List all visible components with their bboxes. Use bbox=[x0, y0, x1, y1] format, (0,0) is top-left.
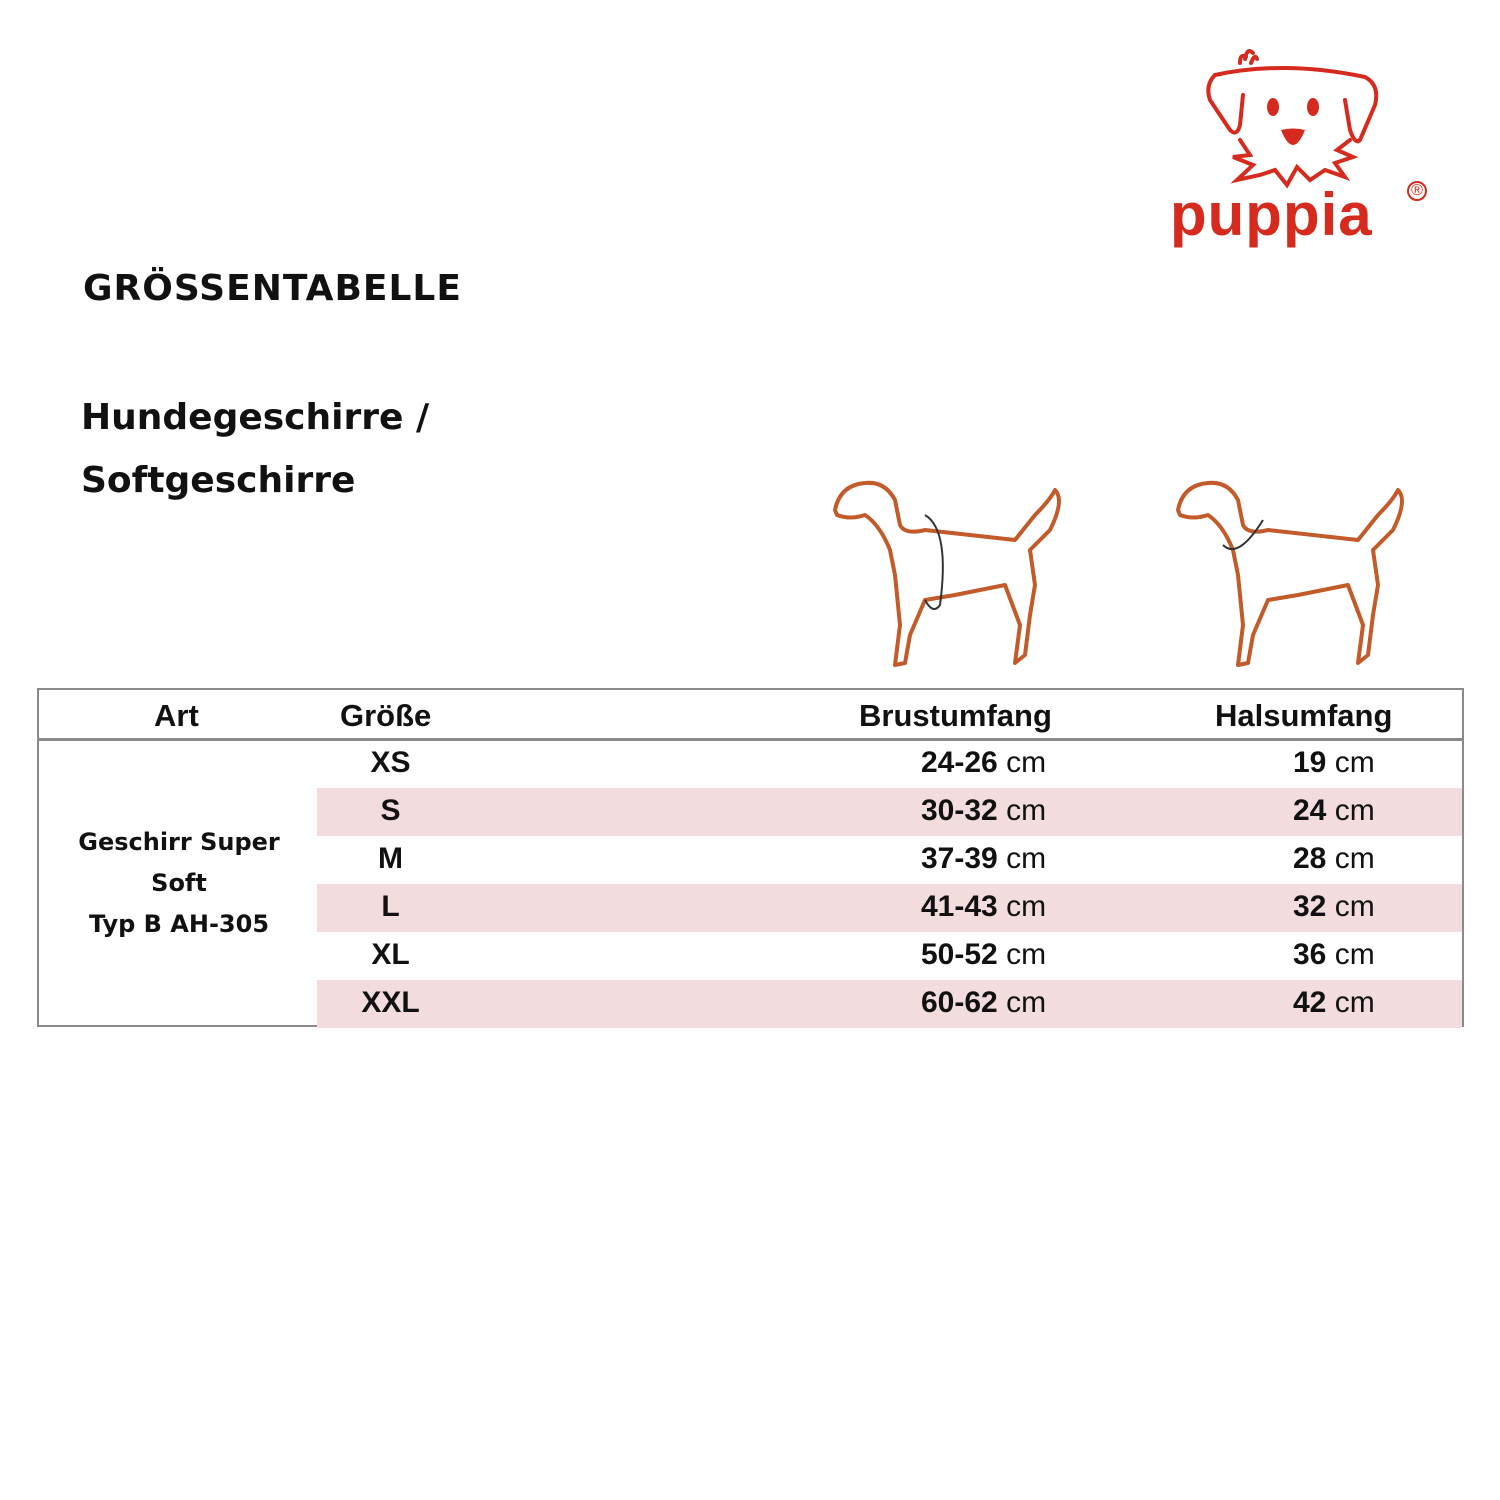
size-cell: XXL bbox=[361, 986, 420, 1019]
neck-cell: 24 cm bbox=[1293, 794, 1375, 827]
chest-cell: 24-26 cm bbox=[921, 746, 1047, 779]
size-cell: XL bbox=[371, 938, 410, 971]
dog-neck-measure-icon bbox=[1176, 480, 1404, 667]
table-row: XS 24-26 cm 19 cm bbox=[317, 740, 1462, 788]
header-art: Art bbox=[154, 698, 199, 733]
chest-cell: 30-32 cm bbox=[921, 794, 1047, 827]
chest-cell: 41-43 cm bbox=[921, 890, 1047, 923]
header-chest: Brustumfang bbox=[859, 698, 1052, 733]
chest-cell: 37-39 cm bbox=[921, 842, 1047, 875]
size-cell: XS bbox=[370, 746, 411, 779]
table-row: XXL 60-62 cm 42 cm bbox=[317, 980, 1462, 1028]
product-line-2: Soft bbox=[151, 869, 207, 897]
brand-name: puppia bbox=[1170, 181, 1373, 248]
neck-cell: 28 cm bbox=[1293, 842, 1375, 875]
dog-chest-measure-icon bbox=[833, 480, 1061, 667]
table-row: S 30-32 cm 24 cm bbox=[317, 788, 1462, 836]
subtitle-line-1: Hundegeschirre / bbox=[81, 397, 430, 438]
chest-cell: 50-52 cm bbox=[921, 938, 1047, 971]
table-row: M 37-39 cm 28 cm bbox=[317, 836, 1462, 884]
page-title: GRÖSSENTABELLE bbox=[83, 268, 462, 309]
neck-cell: 42 cm bbox=[1293, 986, 1375, 1019]
header-neck: Halsumfang bbox=[1215, 698, 1393, 733]
table-header: Art Größe Brustumfang Halsumfang bbox=[39, 690, 1462, 741]
neck-cell: 36 cm bbox=[1293, 938, 1375, 971]
size-table: Art Größe Brustumfang Halsumfang Geschir… bbox=[37, 688, 1464, 1028]
size-cell: S bbox=[380, 794, 401, 827]
header-size: Größe bbox=[340, 698, 432, 733]
puppia-dog-logo-icon bbox=[1206, 49, 1379, 189]
size-cell: M bbox=[378, 842, 403, 875]
neck-cell: 19 cm bbox=[1293, 746, 1375, 779]
size-cell: L bbox=[381, 890, 400, 923]
chest-cell: 60-62 cm bbox=[921, 986, 1047, 1019]
subtitle-line-2: Softgeschirre bbox=[81, 460, 356, 501]
table-row: XL 50-52 cm 36 cm bbox=[317, 932, 1462, 980]
product-line-1: Geschirr Super bbox=[78, 828, 280, 856]
product-type: Geschirr Super Soft Typ B AH-305 bbox=[59, 822, 299, 945]
neck-cell: 32 cm bbox=[1293, 890, 1375, 923]
table-row: L 41-43 cm 32 cm bbox=[317, 884, 1462, 932]
registered-mark: ® bbox=[1407, 181, 1427, 201]
product-line-3: Typ B AH-305 bbox=[88, 910, 270, 938]
